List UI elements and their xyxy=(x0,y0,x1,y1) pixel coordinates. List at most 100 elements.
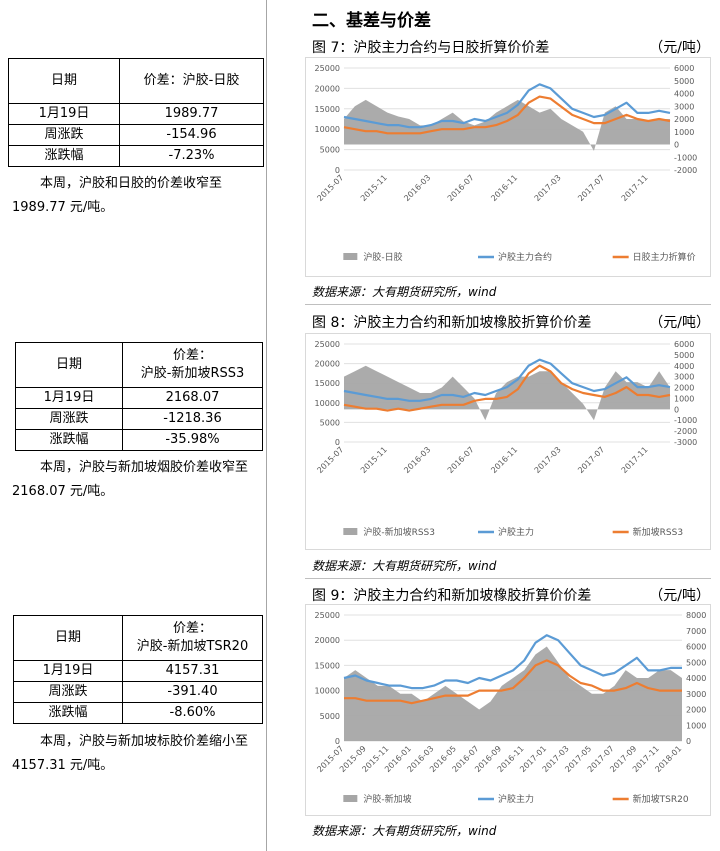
y-right-tick-label: 8000 xyxy=(686,611,706,620)
y-left-tick-label: 15000 xyxy=(315,379,340,388)
y-right-tick-label: 7000 xyxy=(686,627,706,636)
series-area-0 xyxy=(344,99,670,151)
y-left-tick-label: 0 xyxy=(335,438,340,447)
legend-swatch xyxy=(343,795,358,802)
legend-label: 沪胶-新加坡RSS3 xyxy=(363,526,435,538)
y-left-tick-label: 0 xyxy=(335,166,340,175)
weekly-change-label: 周涨跌 xyxy=(13,681,123,703)
y-right-tick-label: 3000 xyxy=(674,102,694,111)
spread-header-line: 价差：沪胶-日胶 xyxy=(143,73,240,88)
figure-8-source: 数据来源：大有期货研究所，wind xyxy=(312,559,497,573)
figure-7-chart: 0 5000 10000 15000 20000 25000 -2000 -1000 0 1000… xyxy=(305,57,711,277)
legend-label: 沪胶-新加坡 xyxy=(363,793,411,805)
y-right-tick-label: -2000 xyxy=(674,427,697,436)
pct-change-label: 涨跌幅 xyxy=(15,429,123,451)
pct-change-label: 涨跌幅 xyxy=(13,702,123,724)
x-tick-label: 2015-11 xyxy=(359,173,389,203)
x-tick-label: 2017-07 xyxy=(576,445,606,475)
legend-label: 日胶主力折算价 xyxy=(633,251,696,263)
y-left-tick-label: 15000 xyxy=(315,661,340,670)
chart-7-svg: 0 5000 10000 15000 20000 25000 -2000 -1000 0 1000… xyxy=(315,64,698,263)
spread-value: 4157.31 xyxy=(122,660,263,682)
x-tick-label: 2017-03 xyxy=(533,173,563,203)
legend-swatch xyxy=(343,253,358,260)
series-line-1 xyxy=(343,83,671,129)
y-left-tick-label: 10000 xyxy=(315,399,340,408)
chart-8-svg: 0500010000150002000025000-3000-2000-1000… xyxy=(315,340,698,538)
x-tick-label: 2016-11 xyxy=(489,173,519,203)
spread-header-line: 价差： xyxy=(172,348,212,363)
spread-header: 价差： 沪胶-新加坡TSR20 xyxy=(122,615,263,661)
x-tick-label: 2015-11 xyxy=(359,445,389,475)
y-right-tick-label: 0 xyxy=(686,737,691,746)
spread-value: 2168.07 xyxy=(122,387,263,409)
y-right-tick-label: 5000 xyxy=(674,351,694,360)
date-value: 1月19日 xyxy=(13,660,123,682)
y-right-tick-label: 4000 xyxy=(674,362,694,371)
weekly-change-value: -154.96 xyxy=(119,124,264,146)
pct-change-value: -7.23% xyxy=(119,145,264,167)
figure-9-unit: （元/吨） xyxy=(649,588,710,604)
y-right-tick-label: 3000 xyxy=(674,373,694,382)
y-right-tick-label: 3000 xyxy=(686,690,706,699)
figure-7-source: 数据来源：大有期货研究所，wind xyxy=(312,285,497,299)
pct-change-value: -35.98% xyxy=(122,429,263,451)
series-line-2 xyxy=(343,364,671,412)
figure-9-chart: 0 5000 10000 15000 20000 25000 0 1000 2000 3000 40… xyxy=(305,604,711,816)
weekly-change-value: -1218.36 xyxy=(122,408,263,430)
x-tick-label: 2017-11 xyxy=(620,173,650,203)
y-right-tick-label: -2000 xyxy=(674,166,697,175)
pct-change-label: 涨跌幅 xyxy=(8,145,120,167)
y-right-tick-label: 5000 xyxy=(674,77,694,86)
date-value: 1月19日 xyxy=(15,387,123,409)
spread-header-line: 沪胶-新加坡TSR20 xyxy=(136,639,249,654)
spread-header: 价差：沪胶-日胶 xyxy=(119,58,264,104)
weekly-change-value: -391.40 xyxy=(122,681,263,703)
comment-1: 本周，沪胶和日胶的价差收窄至 1989.77 元/吨。 xyxy=(12,176,223,215)
x-tick-label: 2016-07 xyxy=(446,445,476,475)
y-left-tick-label: 0 xyxy=(335,737,340,746)
y-right-tick-label: -1000 xyxy=(674,153,697,162)
y-left-tick-label: 20000 xyxy=(315,360,340,369)
y-left-tick-label: 25000 xyxy=(315,64,340,73)
date-header: 日期 xyxy=(8,58,120,104)
legend-swatch xyxy=(343,528,358,535)
figure-8-chart: 0 5000 10000 15000 20000 25000 -3000 -2000 -1000… xyxy=(305,333,711,550)
y-left-tick-label: 15000 xyxy=(315,105,340,114)
x-tick-label: 2017-11 xyxy=(620,445,650,475)
legend-label: 沪胶主力 xyxy=(498,793,534,805)
y-right-tick-label: 1000 xyxy=(674,128,694,137)
y-right-tick-label: 6000 xyxy=(674,64,694,73)
y-right-tick-label: 1000 xyxy=(686,721,706,730)
comment-2: 本周，沪胶与新加坡烟胶价差收窄至 2168.07 元/吨。 xyxy=(12,460,249,499)
legend-label: 沪胶-日胶 xyxy=(363,251,402,263)
y-left-tick-label: 5000 xyxy=(320,712,340,721)
y-right-tick-label: -3000 xyxy=(674,438,697,447)
series-area-0 xyxy=(344,365,670,421)
spread-header-line: 价差： xyxy=(172,621,212,636)
y-right-tick-label: 2000 xyxy=(674,115,694,124)
figure-9-title: 图 9：沪胶主力合约和新加坡橡胶折算价价差 xyxy=(312,588,592,604)
y-left-tick-label: 5000 xyxy=(320,146,340,155)
legend-label: 新加坡TSR20 xyxy=(633,793,689,805)
spread-table-3: 日期 价差： 沪胶-新加坡TSR20 1月19日 4157.31 周涨跌 -391.… xyxy=(13,615,263,724)
series-line-2 xyxy=(344,659,682,705)
y-right-tick-label: 6000 xyxy=(674,340,694,349)
x-tick-label: 2016-11 xyxy=(489,445,519,475)
series-line-2 xyxy=(343,95,671,135)
figure-9-source: 数据来源：大有期货研究所，wind xyxy=(312,824,497,838)
y-left-tick-label: 10000 xyxy=(315,125,340,134)
series-area-0 xyxy=(344,646,682,741)
y-left-tick-label: 5000 xyxy=(320,418,340,427)
chart-9-svg: 0 5000 10000 15000 20000 25000 0 1000 2000 3000 40… xyxy=(315,611,707,805)
spread-header: 价差： 沪胶-新加坡RSS3 xyxy=(122,342,263,388)
figure-7-title: 图 7：沪胶主力合约与日胶折算价价差 xyxy=(312,40,550,56)
y-right-tick-label: 0 xyxy=(674,141,679,150)
date-value: 1月19日 xyxy=(8,103,120,125)
figure-7-unit: （元/吨） xyxy=(649,40,710,56)
y-right-tick-label: 1000 xyxy=(674,394,694,403)
figure-8-unit: （元/吨） xyxy=(649,315,710,331)
y-right-tick-label: 2000 xyxy=(674,384,694,393)
figure-separator xyxy=(305,304,711,305)
series-line-1 xyxy=(343,358,671,402)
